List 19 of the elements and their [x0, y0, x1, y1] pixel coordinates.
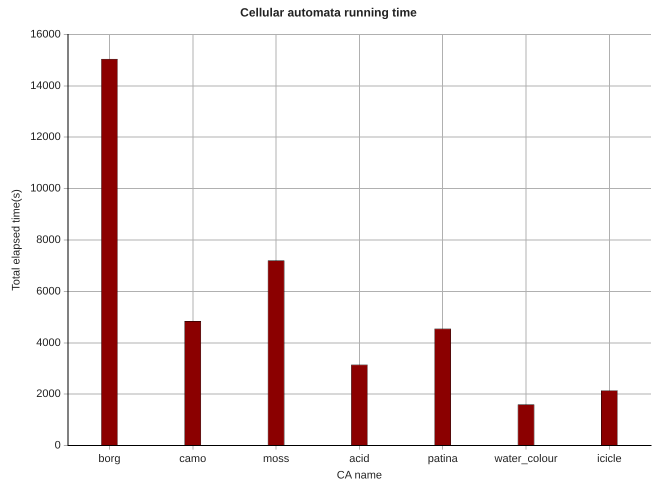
y-axis-title: Total elapsed time(s)	[10, 189, 23, 291]
y-tick-label: 6000	[36, 285, 61, 298]
x-tick-label: patina	[428, 453, 459, 466]
y-tick-label: 2000	[36, 388, 61, 400]
y-tick-label: 8000	[36, 234, 61, 246]
y-tick-label: 16000	[30, 28, 61, 40]
y-tick-label: 12000	[30, 131, 61, 144]
chart-title: Cellular automata running time	[240, 6, 418, 20]
x-tick-label: moss	[262, 453, 290, 466]
x-tick-label: borg	[98, 453, 120, 466]
y-tick-label: 0	[54, 440, 61, 452]
y-tick-label: 14000	[30, 80, 61, 92]
x-tick-label: acid	[349, 453, 370, 466]
x-tick-label: camo	[179, 453, 206, 466]
y-tick-label: 10000	[30, 182, 61, 195]
x-tick-label: water_colour	[494, 453, 558, 466]
y-tick-label: 4000	[36, 336, 61, 349]
x-tick-label: icicle	[597, 453, 622, 466]
x-axis-title: CA name	[336, 469, 382, 482]
